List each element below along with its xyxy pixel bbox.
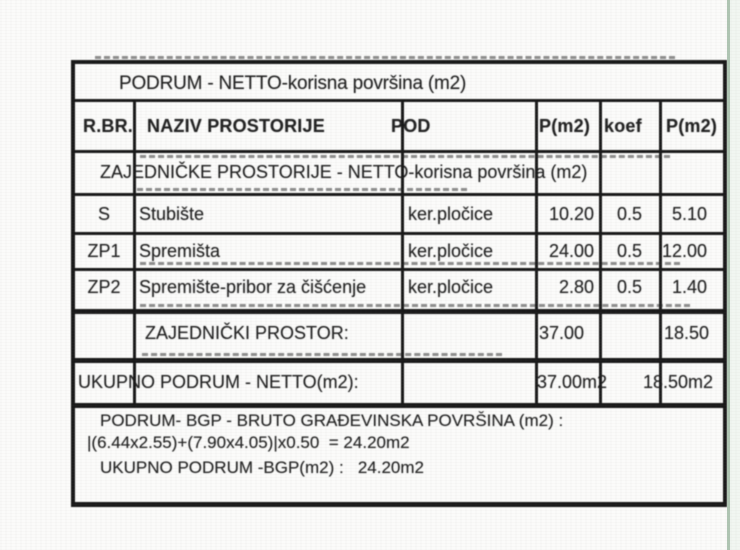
row-id-cell: S	[97, 204, 110, 224]
table-border-bottom	[71, 502, 727, 507]
bgp-formula-line: |(6.44x2.55)+(7.90x4.05)|x0.50 = 24.20m2	[87, 433, 410, 452]
row-p-korig-cell: 12.00	[661, 241, 707, 261]
grid-line-vertical	[133, 99, 136, 408]
row-p-korig-cell: 5.10	[671, 204, 707, 224]
scan-artifact-line	[140, 155, 670, 158]
column-header-pod: POD	[391, 116, 431, 136]
scan-artifact-line	[137, 188, 467, 191]
grid-line-horizontal	[71, 309, 727, 314]
grid-line-vertical	[599, 99, 602, 408]
row-p-korig-cell: 1.40	[671, 277, 707, 297]
grid-line-horizontal	[71, 99, 727, 102]
page-edge-strip	[730, 0, 740, 550]
bgp-total-line: UKUPNO PODRUM -BGP(m2) : 24.20m2	[100, 458, 425, 477]
row-koef-cell: 0.5	[616, 277, 643, 297]
row-p-netto-cell: 10.20	[548, 204, 594, 224]
subtotal-p-korig-cell: 18.50	[664, 323, 710, 343]
row-pod-cell: ker.pločice	[408, 277, 494, 297]
grid-line-vertical	[659, 99, 662, 408]
table-border-top	[71, 60, 727, 64]
row-name-cell: Spremište-pribor za čišćenje	[139, 277, 367, 297]
total-label: UKUPNO PODRUM - NETTO(m2):	[78, 372, 359, 392]
table-title: PODRUM - NETTO-korisna površina (m2)	[119, 73, 467, 94]
row-pod-cell: ker.pločice	[408, 204, 494, 224]
row-pod-cell: ker.pločice	[408, 241, 494, 261]
grid-line-horizontal	[71, 150, 727, 153]
grid-line-vertical	[401, 99, 404, 408]
row-id-cell: ZP1	[87, 241, 121, 261]
scan-artifact-line	[140, 304, 690, 307]
row-koef-cell: 0.5	[616, 204, 643, 224]
column-header-p-korig: P(m2)	[666, 116, 718, 136]
row-p-netto-cell: 2.80	[558, 277, 594, 297]
grid-line-horizontal	[71, 403, 727, 408]
page-edge-line	[727, 0, 730, 550]
section-header-label: ZAJEDNIČKE PROSTORIJE - NETTO-korisna po…	[100, 162, 588, 182]
column-header-rbr: R.BR.	[83, 116, 133, 136]
scan-artifact-line	[95, 56, 675, 59]
grid-line-vertical	[535, 99, 538, 408]
row-koef-cell: 0.5	[616, 241, 643, 261]
total-p-netto-cell: 37.00m2	[537, 372, 608, 392]
row-p-netto-cell: 24.00	[548, 241, 594, 261]
scan-artifact-line	[142, 353, 502, 356]
row-name-cell: Spremišta	[139, 241, 221, 261]
column-header-koef: koef	[604, 116, 642, 136]
bgp-title-line: PODRUM- BGP - BRUTO GRAĐEVINSKA POVRŠINA…	[100, 411, 564, 430]
total-p-korig-cell: 18.50m2	[643, 372, 714, 392]
grid-line-horizontal	[71, 358, 727, 363]
table-border-left	[71, 60, 75, 507]
subtotal-label: ZAJEDNIČKI PROSTOR:	[145, 323, 349, 343]
column-header-naziv: NAZIV PROSTORIJE	[147, 116, 325, 136]
scan-artifact-line	[140, 262, 680, 265]
grid-line-horizontal	[71, 232, 727, 235]
row-id-cell: ZP2	[87, 277, 121, 297]
row-name-cell: Stubište	[139, 204, 205, 224]
table-border-right	[723, 60, 727, 507]
column-header-p-netto: P(m2)	[539, 116, 591, 136]
grid-line-horizontal	[71, 193, 727, 196]
subtotal-p-netto-cell: 37.00	[539, 323, 585, 343]
grid-line-horizontal	[71, 268, 727, 271]
